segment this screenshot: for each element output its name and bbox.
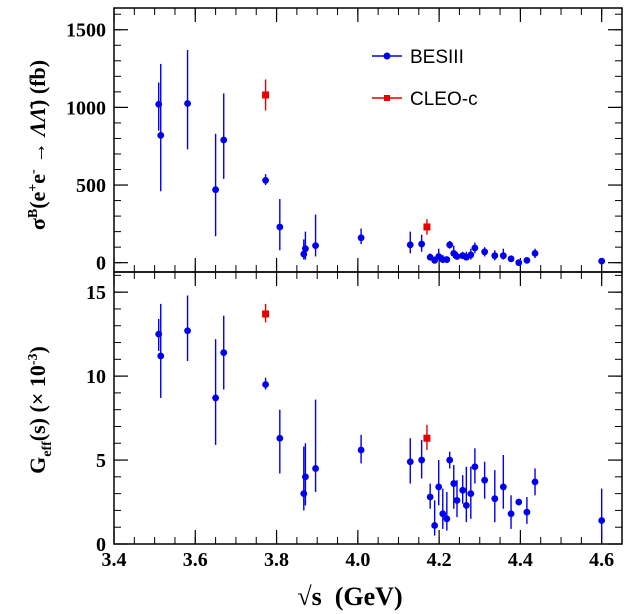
data-point-besiii [276, 434, 284, 442]
panel-bottom-form-factor: 0 5 10 15 3.4 3.6 3.8 4.0 4.2 4.4 4.6 Geff(s) (× 1… [25, 271, 623, 611]
data-point-besiii [443, 256, 451, 263]
data-point-besiii [357, 446, 365, 454]
y-tick-label: 10 [86, 366, 106, 388]
data-point-besiii [276, 223, 284, 231]
data-point-besiii [453, 496, 461, 504]
data-point-besiii [184, 327, 191, 335]
x-tick-label: 4.4 [508, 549, 533, 571]
data-point-besiii [531, 478, 539, 486]
data-point-besiii [598, 257, 606, 265]
data-point-besiii [499, 483, 507, 491]
plot-frame-bottom [113, 271, 623, 545]
data-point-besiii [515, 498, 523, 506]
data-point-besiii [471, 244, 479, 252]
data-point-besiii [450, 480, 458, 487]
x-tick-label: 4.2 [427, 549, 452, 571]
data-point-besiii [515, 259, 523, 267]
data-point-besiii [507, 510, 515, 518]
data-point-besiii [499, 252, 507, 260]
data-point-besiii [300, 490, 308, 498]
marks-top [155, 49, 606, 267]
data-point-besiii [220, 349, 228, 356]
legend-entry-cleoc: CLEO-c [372, 89, 478, 110]
y-tick-label: 15 [86, 282, 106, 304]
data-point-besiii [157, 131, 165, 139]
data-point-besiii [443, 515, 451, 523]
data-point-besiii [406, 241, 414, 249]
y-tick-label: 0 [96, 253, 106, 275]
legend-entry-besiii: BESIII [372, 47, 464, 68]
data-point-besiii [220, 136, 228, 144]
data-point-besiii [446, 241, 454, 249]
data-point-besiii [312, 465, 319, 472]
data-point-besiii [262, 176, 269, 184]
data-point-besiii [446, 456, 454, 464]
data-point-besiii [439, 510, 447, 518]
data-point-besiii [481, 248, 489, 256]
data-point-besiii [418, 240, 426, 248]
data-point-besiii [507, 255, 515, 263]
y-tick-label: 1500 [66, 20, 106, 42]
marks-bottom [155, 295, 606, 539]
legend-label-besiii: BESIII [410, 47, 464, 68]
y-tick-label: 0 [96, 534, 106, 556]
data-point-besiii [523, 508, 531, 516]
data-point-besiii [453, 253, 461, 260]
panel-top-cross-section: 0 500 1000 1500 BESIII CLEO-c σB(e+e- → ΛΛ̄… [25, 7, 623, 275]
data-point-besiii [459, 486, 467, 494]
data-point-cleoc [262, 310, 270, 318]
data-point-besiii [598, 517, 606, 524]
data-point-besiii [302, 245, 309, 253]
x-tick-label: 3.8 [264, 549, 289, 571]
data-point-besiii [431, 522, 439, 529]
y-tick-label: 1000 [66, 97, 106, 119]
data-point-besiii [302, 473, 309, 481]
x-tick-label: 3.4 [102, 549, 127, 571]
data-point-besiii [435, 483, 443, 491]
data-point-besiii [312, 242, 319, 250]
data-point-besiii [357, 234, 365, 242]
data-point-cleoc [423, 223, 431, 231]
data-point-besiii [262, 381, 269, 388]
data-point-cleoc [262, 91, 270, 99]
data-point-besiii [471, 463, 479, 471]
x-axis-title: √s (GeV) [297, 582, 402, 611]
data-point-besiii [418, 456, 426, 464]
data-point-besiii [462, 501, 470, 509]
data-point-besiii [157, 352, 165, 360]
data-point-besiii [212, 186, 220, 194]
legend-marker-cleoc [384, 95, 390, 101]
y-tick-label: 500 [76, 175, 106, 197]
legend-label-cleoc: CLEO-c [410, 89, 478, 110]
axes-top: 0 500 1000 1500 [66, 8, 623, 275]
data-point-besiii [426, 493, 434, 501]
y-tick-label: 5 [96, 450, 106, 472]
data-point-besiii [523, 256, 531, 264]
data-point-besiii [184, 100, 191, 107]
data-point-cleoc [423, 434, 431, 442]
data-point-besiii [212, 394, 220, 402]
legend-marker-besiii [383, 52, 391, 60]
axes-bottom: 0 5 10 15 3.4 3.6 3.8 4.0 4.2 4.4 4.6 [86, 272, 623, 571]
data-point-besiii [481, 476, 489, 484]
legend: BESIII CLEO-c [372, 47, 478, 110]
y-axis-title-bottom: Geff(s) (× 10-3) [25, 346, 55, 474]
data-point-besiii [467, 490, 475, 498]
data-point-besiii [467, 251, 475, 259]
x-tick-label: 4.0 [345, 549, 370, 571]
data-point-besiii [531, 249, 539, 257]
x-tick-label: 4.6 [589, 549, 614, 571]
y-axis-title-top: σB(e+e- → ΛΛ̄) (fb) [25, 60, 50, 230]
plot-frame-top [113, 7, 623, 273]
x-tick-label: 3.6 [183, 549, 208, 571]
data-point-besiii [406, 458, 414, 466]
data-point-besiii [491, 495, 499, 503]
data-point-besiii [491, 252, 499, 260]
